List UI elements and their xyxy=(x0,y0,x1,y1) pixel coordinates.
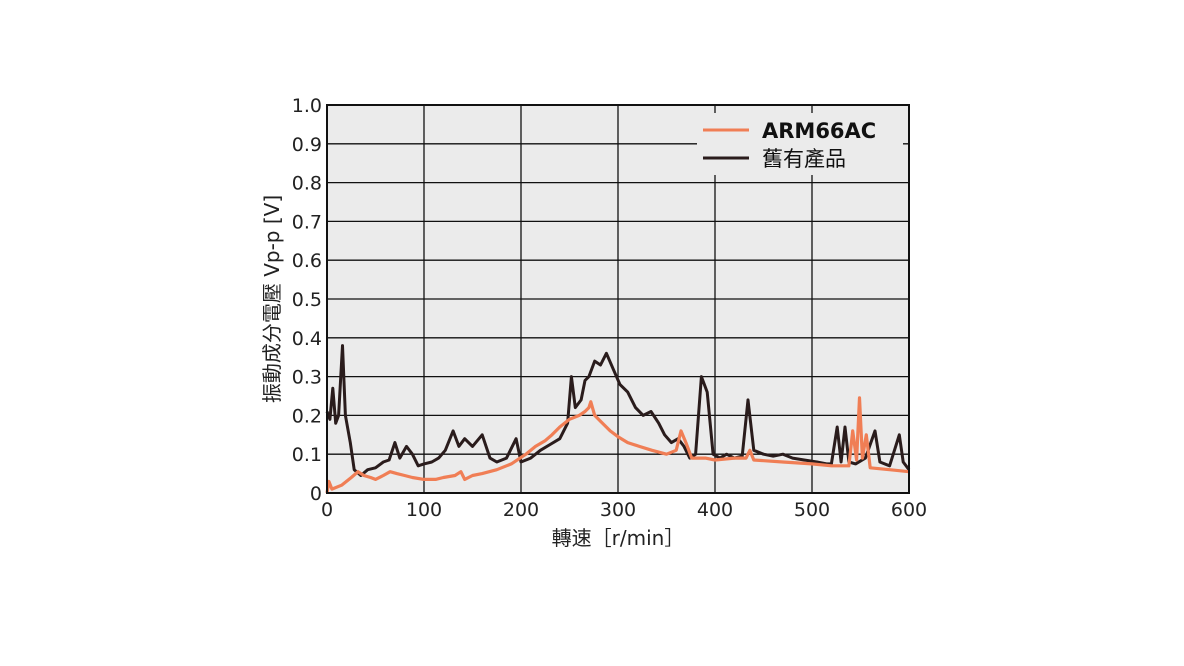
y-tick-label: 0.4 xyxy=(292,328,322,350)
series-line-legacy xyxy=(325,344,911,477)
legend: ARM66AC 舊有產品 xyxy=(697,113,903,175)
x-tick-label: 200 xyxy=(503,499,539,521)
x-tick-label: 500 xyxy=(794,499,830,521)
x-axis-title: 轉速［r/min］ xyxy=(552,526,685,550)
series-group xyxy=(325,344,911,494)
y-tick-label: 1.0 xyxy=(292,95,322,117)
plot-frame xyxy=(326,104,910,494)
y-tick-label: 0.9 xyxy=(292,134,322,156)
y-tick-label: 0 xyxy=(310,483,322,505)
x-tick-label: 600 xyxy=(891,499,927,521)
y-tick-label: 0.3 xyxy=(292,367,322,389)
y-tick-label: 0.7 xyxy=(292,211,322,233)
y-tick-label: 0.8 xyxy=(292,173,322,195)
y-tick-label: 0.1 xyxy=(292,444,322,466)
x-tick-label: 300 xyxy=(600,499,636,521)
x-tick-label: 100 xyxy=(406,499,442,521)
x-tick-label: 400 xyxy=(697,499,733,521)
y-ticks: 0 0.1 0.2 0.3 0.4 0.5 0.6 0.7 0.8 0.9 1.0 xyxy=(292,95,322,505)
legend-background xyxy=(697,113,903,175)
x-tick-label: 0 xyxy=(321,499,333,521)
y-tick-label: 0.6 xyxy=(292,250,322,272)
series-line-arm66ac xyxy=(325,396,910,494)
y-tick-label: 0.2 xyxy=(292,405,322,427)
legend-label-arm66ac: ARM66AC xyxy=(762,119,876,143)
y-axis-title: 振動成分電壓 Vp-p [V] xyxy=(260,195,284,403)
y-tick-label: 0.5 xyxy=(292,289,322,311)
legend-label-legacy: 舊有產品 xyxy=(762,147,846,171)
x-ticks: 0 100 200 300 400 500 600 xyxy=(321,499,927,521)
